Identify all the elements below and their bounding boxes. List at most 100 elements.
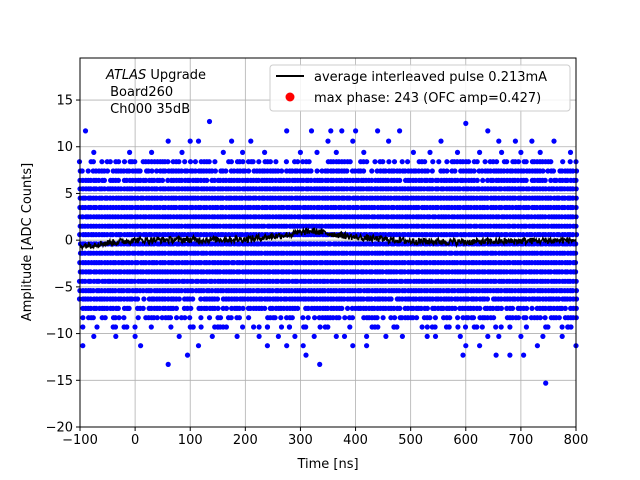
scatter-point-outlier: [551, 138, 557, 144]
scatter-point: [256, 324, 262, 330]
x-tick-label: 400: [343, 433, 368, 448]
scatter-point-outlier: [308, 128, 315, 134]
scatter-point: [344, 168, 350, 174]
scatter-point: [402, 260, 408, 266]
scatter-point: [545, 278, 551, 284]
scatter-point: [102, 315, 108, 321]
scatter-point: [493, 250, 499, 256]
scatter-point: [444, 159, 450, 165]
scatter-point-outlier: [559, 333, 565, 339]
scatter-point: [308, 177, 314, 183]
scatter-point: [556, 315, 562, 321]
scatter-point-outlier: [132, 333, 138, 339]
x-axis-ticks: −100 0 100 200 300 400 500 600 700 800: [62, 427, 588, 448]
scatter-point: [512, 195, 518, 201]
scatter-point: [85, 168, 91, 174]
scatter-point: [240, 305, 246, 311]
scatter-point: [380, 159, 386, 165]
scatter-point: [132, 278, 138, 284]
scatter-point: [149, 168, 155, 174]
scatter-point-outlier: [264, 343, 270, 349]
scatter-point-outlier: [113, 333, 119, 339]
annotation-line-3: Ch000 35dB: [106, 102, 190, 117]
scatter-point: [345, 305, 351, 311]
scatter-point-outlier: [215, 324, 221, 330]
scatter-point: [346, 195, 353, 201]
scatter-point: [306, 159, 312, 165]
scatter-point: [135, 296, 141, 302]
scatter-point: [187, 315, 193, 321]
scatter-point: [357, 288, 364, 294]
scatter-point: [448, 250, 455, 256]
scatter-point: [429, 186, 435, 192]
scatter-point: [548, 177, 554, 183]
scatter-point: [242, 168, 248, 174]
scatter-point: [465, 315, 471, 321]
scatter-point: [567, 260, 573, 266]
scatter-point: [465, 296, 471, 302]
scatter-point-outlier: [521, 352, 527, 358]
scatter-point: [289, 315, 295, 321]
scatter-point: [168, 324, 174, 330]
scatter-point: [542, 214, 548, 220]
scatter-point: [380, 269, 386, 275]
scatter-point: [314, 168, 320, 174]
x-tick-label: 500: [398, 433, 423, 448]
scatter-point: [176, 159, 182, 165]
scatter-point-outlier: [292, 333, 298, 339]
scatter-point: [415, 204, 421, 211]
scatter-point: [250, 159, 256, 165]
scatter-point: [347, 159, 353, 165]
scatter-point: [392, 315, 398, 321]
scatter-point-outlier: [322, 324, 328, 330]
scatter-point: [480, 177, 486, 183]
scatter-point-outlier: [383, 333, 389, 339]
scatter-point: [509, 305, 516, 311]
scatter-point: [141, 296, 147, 302]
legend: average interleaved pulse 0.213mA max ph…: [269, 64, 571, 112]
x-axis-label: Time [ns]: [296, 457, 358, 472]
scatter-point-outlier: [499, 149, 505, 155]
scatter-point: [162, 260, 168, 266]
scatter-point-outlier: [457, 333, 463, 339]
scatter-point: [470, 315, 477, 321]
scatter-point-outlier: [325, 138, 331, 144]
scatter-point: [410, 315, 416, 321]
scatter-point-outlier: [333, 149, 339, 155]
scatter-point: [436, 159, 442, 165]
scatter-point: [162, 168, 168, 174]
scatter-point: [214, 296, 221, 302]
scatter-point: [289, 186, 295, 192]
scatter-point: [90, 315, 96, 321]
scatter-point: [317, 324, 323, 330]
scatter-point-outlier: [477, 343, 483, 349]
scatter-point: [422, 159, 428, 165]
scatter-point-outlier: [341, 333, 348, 339]
scatter-point: [189, 278, 196, 284]
scatter-point-outlier: [534, 343, 541, 349]
scatter-point: [322, 241, 328, 247]
scatter-point: [542, 177, 548, 183]
scatter-point: [262, 305, 268, 311]
scatter-point: [297, 214, 303, 220]
scatter-point-outlier: [399, 333, 405, 339]
scatter-point: [455, 324, 461, 330]
y-tick-label: −5: [54, 280, 73, 295]
scatter-point-outlier: [364, 333, 370, 339]
scatter-point-outlier: [262, 149, 268, 155]
scatter-point: [424, 324, 430, 330]
scatter-point: [360, 296, 366, 302]
scatter-point-outlier: [284, 343, 290, 349]
scatter-point: [206, 159, 212, 165]
scatter-point: [137, 168, 143, 174]
scatter-point: [96, 177, 102, 183]
scatter-point: [490, 305, 496, 311]
scatter-point-outlier: [127, 149, 133, 155]
scatter-point: [457, 186, 463, 192]
scatter-point: [190, 296, 196, 302]
scatter-point: [140, 305, 146, 311]
scatter-point: [132, 159, 138, 165]
scatter-point: [523, 315, 529, 321]
scatter-point-outlier: [303, 352, 309, 358]
scatter-point-outlier: [493, 352, 499, 358]
